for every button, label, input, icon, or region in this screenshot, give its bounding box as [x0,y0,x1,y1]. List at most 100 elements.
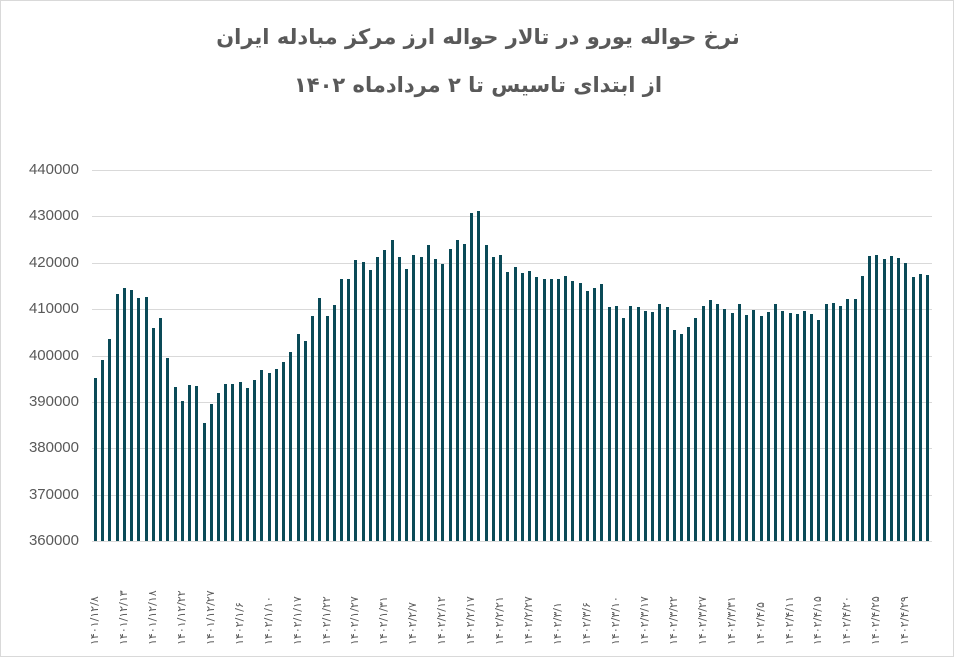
bar [391,240,394,541]
bar [477,211,480,541]
y-tick-label: 420000 [28,254,79,271]
y-tick-label: 410000 [28,300,79,317]
bar [369,270,372,541]
bar [340,278,343,541]
bar [528,271,531,541]
bar [499,255,502,541]
x-tick-label: ۱۴۰۱/۱۲/۸ [88,596,101,645]
bar [521,272,524,541]
bar [615,306,618,541]
bar [810,314,813,541]
gridline [92,356,932,357]
chart-subtitle: از ابتدای تاسیس تا ۲ مردادماه ۱۴۰۲ [293,73,663,97]
x-tick-label: ۱۴۰۱/۱۲/۱۸ [146,590,159,645]
bar [579,283,582,541]
bar [231,384,234,541]
bar [123,288,126,541]
bar [904,263,907,541]
bar [130,290,133,541]
bar [897,258,900,541]
bar [333,304,336,541]
y-tick-label: 400000 [28,347,79,364]
bar [774,304,777,541]
x-tick-label: ۱۴۰۲/۱/۶ [233,602,246,645]
x-tick-label: ۱۴۰۲/۳/۱ [551,602,564,645]
x-tick-label: ۱۴۰۲/۱/۱۷ [291,596,304,645]
x-tick-label: ۱۴۰۲/۱/۱۰ [262,596,275,645]
gridline [92,541,932,542]
x-tick-label: ۱۴۰۲/۲/۷ [406,602,419,645]
y-tick-label: 380000 [28,439,79,456]
bar [347,278,350,541]
bar [304,341,307,541]
bar [289,352,292,541]
y-tick-label: 430000 [28,207,79,224]
x-tick-label: ۱۴۰۲/۴/۲۵ [869,596,882,645]
bar [492,257,495,541]
x-tick-label: ۱۴۰۲/۲/۱۲ [435,596,448,645]
bar [644,310,647,541]
bar [550,278,553,541]
bar [188,385,191,541]
bar [116,294,119,541]
x-tick-label: ۱۴۰۲/۱/۳۱ [377,596,390,645]
bar [651,311,654,541]
bar [441,264,444,541]
x-tick-label: ۱۴۰۲/۱/۲۷ [348,596,361,645]
y-tick-label: 370000 [28,486,79,503]
bar [890,256,893,541]
bar [564,276,567,541]
bar [210,404,213,541]
gridline [92,448,932,449]
gridline [92,309,932,310]
bar [832,303,835,541]
bar [694,317,697,541]
bar [861,276,864,541]
bar [383,250,386,541]
bar [217,393,220,541]
bar [152,328,155,541]
bar [203,423,206,541]
bar [760,316,763,541]
bar [253,380,256,541]
bar [412,255,415,541]
bar [600,284,603,541]
bar [174,387,177,541]
bar [108,339,111,541]
bar [723,309,726,541]
bar [789,313,792,541]
bar [311,316,314,541]
bar [449,249,452,541]
bar [593,288,596,541]
chart-title: نرخ حواله یورو در تالار حواله ارز مرکز م… [216,25,740,49]
bar [673,329,676,541]
bar [868,256,871,541]
x-tick-label: ۱۴۰۱/۱۲/۲۷ [204,590,217,645]
x-tick-label: ۱۴۰۱/۱۲/۱۳ [117,590,130,645]
gridline [92,495,932,496]
bar [535,277,538,541]
bar [875,255,878,541]
bar [195,386,198,541]
bar [796,314,799,541]
x-tick-label: ۱۴۰۲/۴/۲۹ [898,596,911,645]
bar [166,358,169,541]
bar [854,298,857,541]
bar [514,266,517,541]
bar [427,245,430,541]
bar [398,257,401,541]
bar [159,317,162,541]
bar [456,240,459,541]
bar [637,307,640,541]
bar [912,277,915,541]
bar [919,274,922,541]
bar [362,262,365,541]
bar [463,244,466,541]
bar [926,275,929,541]
bar [145,297,148,541]
bar [268,373,271,541]
bar [420,257,423,541]
bar [326,316,329,541]
bar [275,368,278,541]
bar [239,381,242,541]
